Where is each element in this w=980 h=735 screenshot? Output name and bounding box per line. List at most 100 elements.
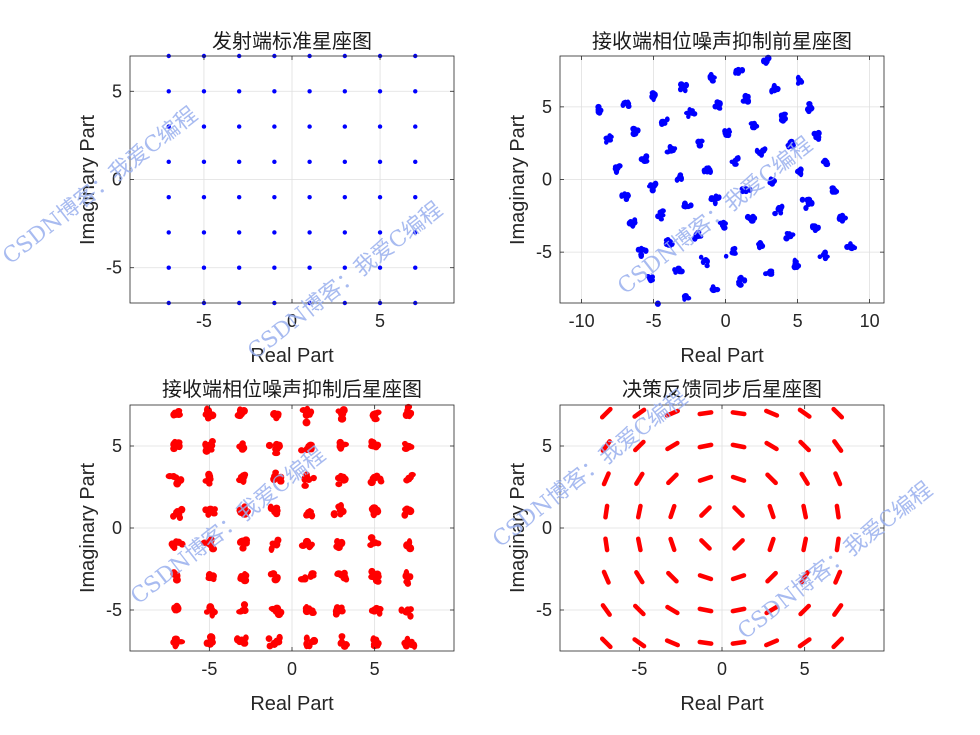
cluster-blob bbox=[682, 203, 688, 210]
cluster-blob bbox=[616, 164, 621, 171]
cluster-blob bbox=[367, 534, 376, 542]
cluster-blob bbox=[706, 166, 713, 173]
constellation-cluster bbox=[236, 471, 249, 485]
subplot-4-ylabel: Imaginary Part bbox=[507, 463, 529, 593]
constellation-cluster bbox=[717, 219, 728, 231]
constellation-cluster bbox=[170, 505, 186, 521]
constellation-arc bbox=[632, 637, 647, 649]
cluster-blob bbox=[301, 482, 309, 489]
x-tick-label: 10 bbox=[860, 311, 880, 331]
constellation-cluster bbox=[736, 274, 748, 288]
constellation-arc bbox=[764, 604, 779, 616]
constellation-arc bbox=[764, 440, 779, 452]
constellation-cluster bbox=[299, 405, 315, 427]
constellation-cluster bbox=[612, 163, 623, 175]
cluster-blob bbox=[373, 604, 380, 611]
cluster-blob bbox=[274, 609, 283, 616]
cluster-blob bbox=[404, 406, 411, 416]
constellation-arc bbox=[765, 570, 778, 584]
constellation-arc bbox=[730, 573, 747, 582]
cluster-blob bbox=[268, 545, 275, 554]
constellation-cluster bbox=[303, 508, 316, 520]
constellation-cluster bbox=[298, 537, 315, 551]
cluster-blob bbox=[337, 639, 344, 647]
constellation-point bbox=[377, 230, 383, 235]
constellation-cluster bbox=[403, 538, 415, 553]
constellation-point bbox=[342, 89, 348, 94]
constellation-point bbox=[307, 159, 312, 165]
cluster-blob bbox=[302, 574, 309, 582]
cluster-blob bbox=[170, 572, 179, 578]
cluster-blob bbox=[241, 536, 251, 544]
constellation-cluster bbox=[205, 571, 217, 583]
cluster-blob bbox=[712, 199, 718, 207]
constellation-cluster bbox=[302, 604, 317, 617]
constellation-cluster bbox=[270, 469, 285, 485]
cluster-blob bbox=[659, 121, 665, 128]
cluster-blob bbox=[337, 571, 346, 579]
constellation-arc bbox=[767, 503, 776, 520]
x-tick-label: 0 bbox=[287, 311, 297, 331]
constellation-point bbox=[377, 194, 383, 200]
constellation-cluster bbox=[658, 116, 670, 128]
cluster-blob bbox=[302, 605, 310, 612]
cluster-blob bbox=[271, 473, 280, 482]
cluster-blob bbox=[372, 577, 381, 585]
y-tick-label: 0 bbox=[112, 170, 122, 190]
constellation-point bbox=[236, 265, 242, 270]
constellation-cluster bbox=[368, 604, 384, 617]
cluster-blob bbox=[371, 539, 379, 546]
constellation-cluster bbox=[401, 440, 415, 452]
x-tick-label: -5 bbox=[196, 311, 212, 331]
y-tick-label: 0 bbox=[112, 518, 122, 538]
cluster-blob bbox=[334, 537, 341, 546]
constellation-cluster bbox=[654, 300, 661, 307]
constellation-cluster bbox=[402, 569, 414, 587]
cluster-blob bbox=[740, 98, 747, 104]
constellation-cluster bbox=[332, 604, 346, 618]
constellation-arc bbox=[635, 536, 643, 553]
constellation-point bbox=[166, 124, 171, 129]
constellation-arc bbox=[599, 636, 613, 650]
cluster-blob bbox=[377, 478, 385, 485]
constellation-cluster bbox=[783, 230, 796, 242]
cluster-blob bbox=[735, 155, 741, 162]
cluster-blob bbox=[620, 193, 626, 199]
cluster-blob bbox=[841, 215, 848, 221]
cluster-blob bbox=[371, 416, 380, 423]
constellation-point bbox=[413, 265, 418, 270]
cluster-blob bbox=[335, 503, 344, 511]
cluster-blob bbox=[240, 474, 247, 482]
y-tick-label: -5 bbox=[536, 242, 552, 262]
constellation-cluster bbox=[701, 165, 713, 175]
constellation-cluster bbox=[729, 155, 741, 167]
cluster-blob bbox=[177, 476, 185, 484]
cluster-blob bbox=[630, 222, 636, 229]
constellation-cluster bbox=[677, 81, 690, 94]
cluster-blob bbox=[815, 136, 822, 142]
cluster-blob bbox=[310, 636, 319, 645]
constellation-cluster bbox=[595, 103, 604, 116]
x-tick-label: 5 bbox=[375, 311, 385, 331]
subplot-1-title: 发射端标准星座图 bbox=[212, 29, 372, 53]
constellation-cluster bbox=[401, 635, 418, 650]
cluster-blob bbox=[298, 447, 305, 454]
constellation-point bbox=[307, 265, 312, 270]
cluster-blob bbox=[343, 575, 350, 583]
constellation-arc bbox=[699, 505, 712, 518]
constellation-cluster bbox=[709, 284, 721, 294]
constellation-arc bbox=[600, 603, 612, 617]
cluster-blob bbox=[307, 508, 313, 516]
cluster-blob bbox=[777, 207, 784, 213]
constellation-cluster bbox=[740, 92, 752, 105]
cluster-blob bbox=[649, 187, 656, 194]
cluster-blob bbox=[723, 253, 729, 259]
cluster-blob bbox=[408, 444, 415, 450]
cluster-blob bbox=[302, 537, 312, 545]
constellation-arc bbox=[697, 573, 714, 582]
constellation-point bbox=[272, 124, 277, 129]
constellation-arc bbox=[832, 439, 844, 453]
cluster-blob bbox=[175, 411, 183, 418]
cluster-blob bbox=[335, 481, 343, 488]
subplot-3-title: 接收端相位噪声抑制后星座图 bbox=[162, 377, 422, 401]
